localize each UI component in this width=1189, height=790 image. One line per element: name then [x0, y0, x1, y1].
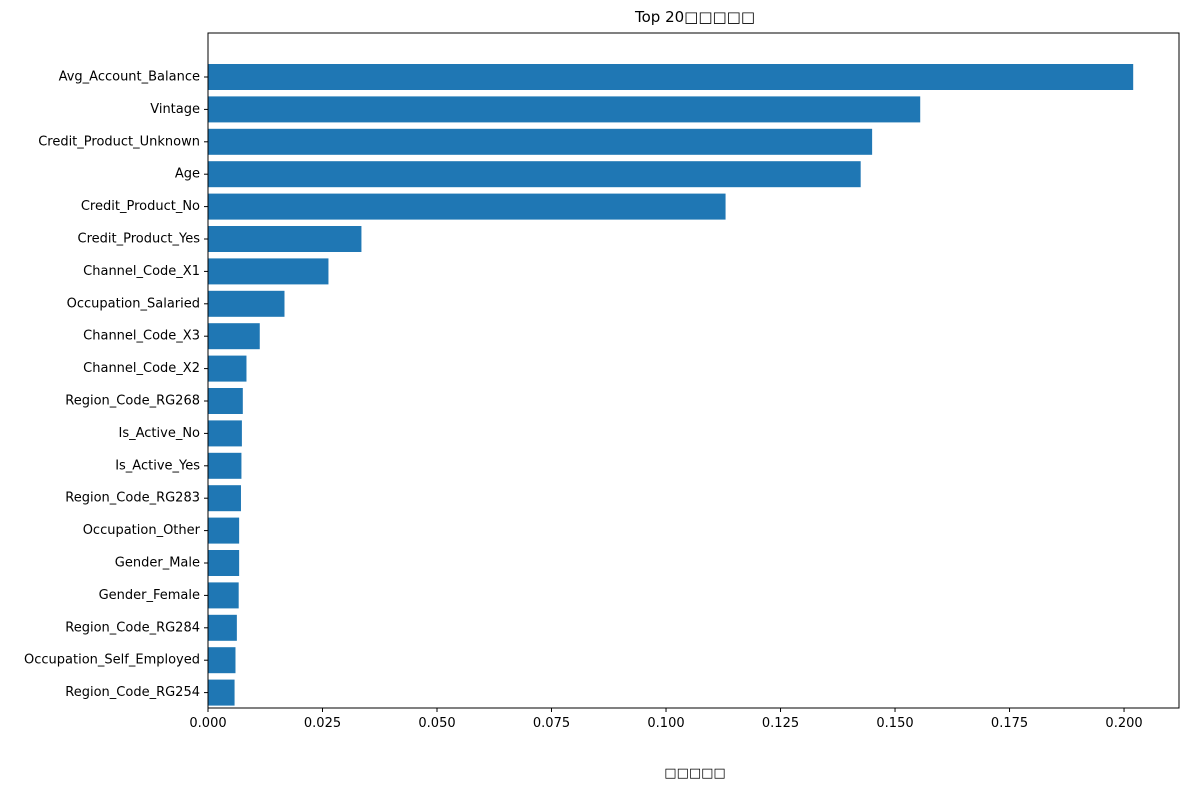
bar-region-code-rg283 [208, 485, 241, 512]
x-tick-label: 0.200 [1105, 716, 1142, 731]
x-tick-label: 0.050 [418, 716, 455, 731]
y-tick-label: Occupation_Self_Employed [24, 653, 200, 668]
y-tick-label: Credit_Product_Unknown [38, 134, 200, 149]
y-tick-label: Channel_Code_X1 [83, 264, 200, 279]
bar-region-code-rg284 [208, 614, 237, 641]
y-tick-label: Credit_Product_Yes [78, 232, 201, 247]
x-tick-label: 0.150 [876, 716, 913, 731]
y-tick-label: Region_Code_RG284 [65, 620, 200, 635]
bar-occupation-other [208, 517, 240, 544]
y-tick-label: Channel_Code_X3 [83, 329, 200, 344]
y-tick-label: Region_Code_RG254 [65, 685, 200, 700]
plot-frame [207, 32, 1180, 709]
y-tick-label: Channel_Code_X2 [83, 361, 200, 376]
bar-channel-code-x1 [208, 258, 329, 285]
y-tick-label: Vintage [150, 102, 200, 117]
y-tick-label: Age [175, 167, 200, 182]
y-tick-label: Occupation_Salaried [67, 296, 200, 311]
bar-is-active-yes [208, 452, 242, 479]
y-tick-label: Occupation_Other [83, 523, 201, 538]
x-axis-label: □□□□□ [664, 766, 725, 781]
x-tick-label: 0.000 [189, 716, 226, 731]
y-tick-label: Region_Code_RG268 [65, 394, 200, 409]
bar-credit-product-unknown [208, 128, 873, 155]
bar-occupation-self-employed [208, 647, 236, 674]
bar-is-active-no [208, 420, 242, 447]
bar-credit-product-yes [208, 226, 362, 252]
y-tick-label: Credit_Product_No [81, 199, 200, 214]
x-tick-label: 0.175 [991, 716, 1028, 731]
x-axis-group: 0.000 0.025 0.050 0.075 0.100 0.125 0.150 0.175… [189, 708, 1143, 731]
bar-channel-code-x2 [208, 355, 247, 382]
bar-gender-female [208, 582, 239, 609]
bar-credit-product-no [208, 193, 726, 220]
y-tick-label: Region_Code_RG283 [65, 491, 200, 506]
y-tick-label: Gender_Male [115, 556, 200, 571]
bar-vintage [208, 96, 921, 123]
x-tick-label: 0.075 [533, 716, 570, 731]
category-labels-group: Avg_Account_Balance Vintage Credit_Product… [24, 70, 208, 700]
bar-region-code-rg254 [208, 679, 235, 706]
y-tick-label: Gender_Female [99, 588, 200, 603]
x-tick-label: 0.100 [647, 716, 684, 731]
x-tick-label: 0.125 [762, 716, 799, 731]
bars-group [208, 64, 1134, 706]
y-tick-label: Is_Active_Yes [115, 458, 200, 473]
y-tick-label: Is_Active_No [119, 426, 201, 441]
bar-age [208, 161, 861, 188]
bar-gender-male [208, 550, 240, 576]
bar-occupation-salaried [208, 290, 285, 317]
x-tick-label: 0.025 [304, 716, 341, 731]
bar-avg-account-balance [208, 64, 1134, 90]
y-tick-label: Avg_Account_Balance [59, 70, 200, 85]
bar-channel-code-x3 [208, 323, 260, 350]
bar-region-code-rg268 [208, 388, 243, 414]
chart-title: Top 20□□□□□ [634, 8, 755, 26]
